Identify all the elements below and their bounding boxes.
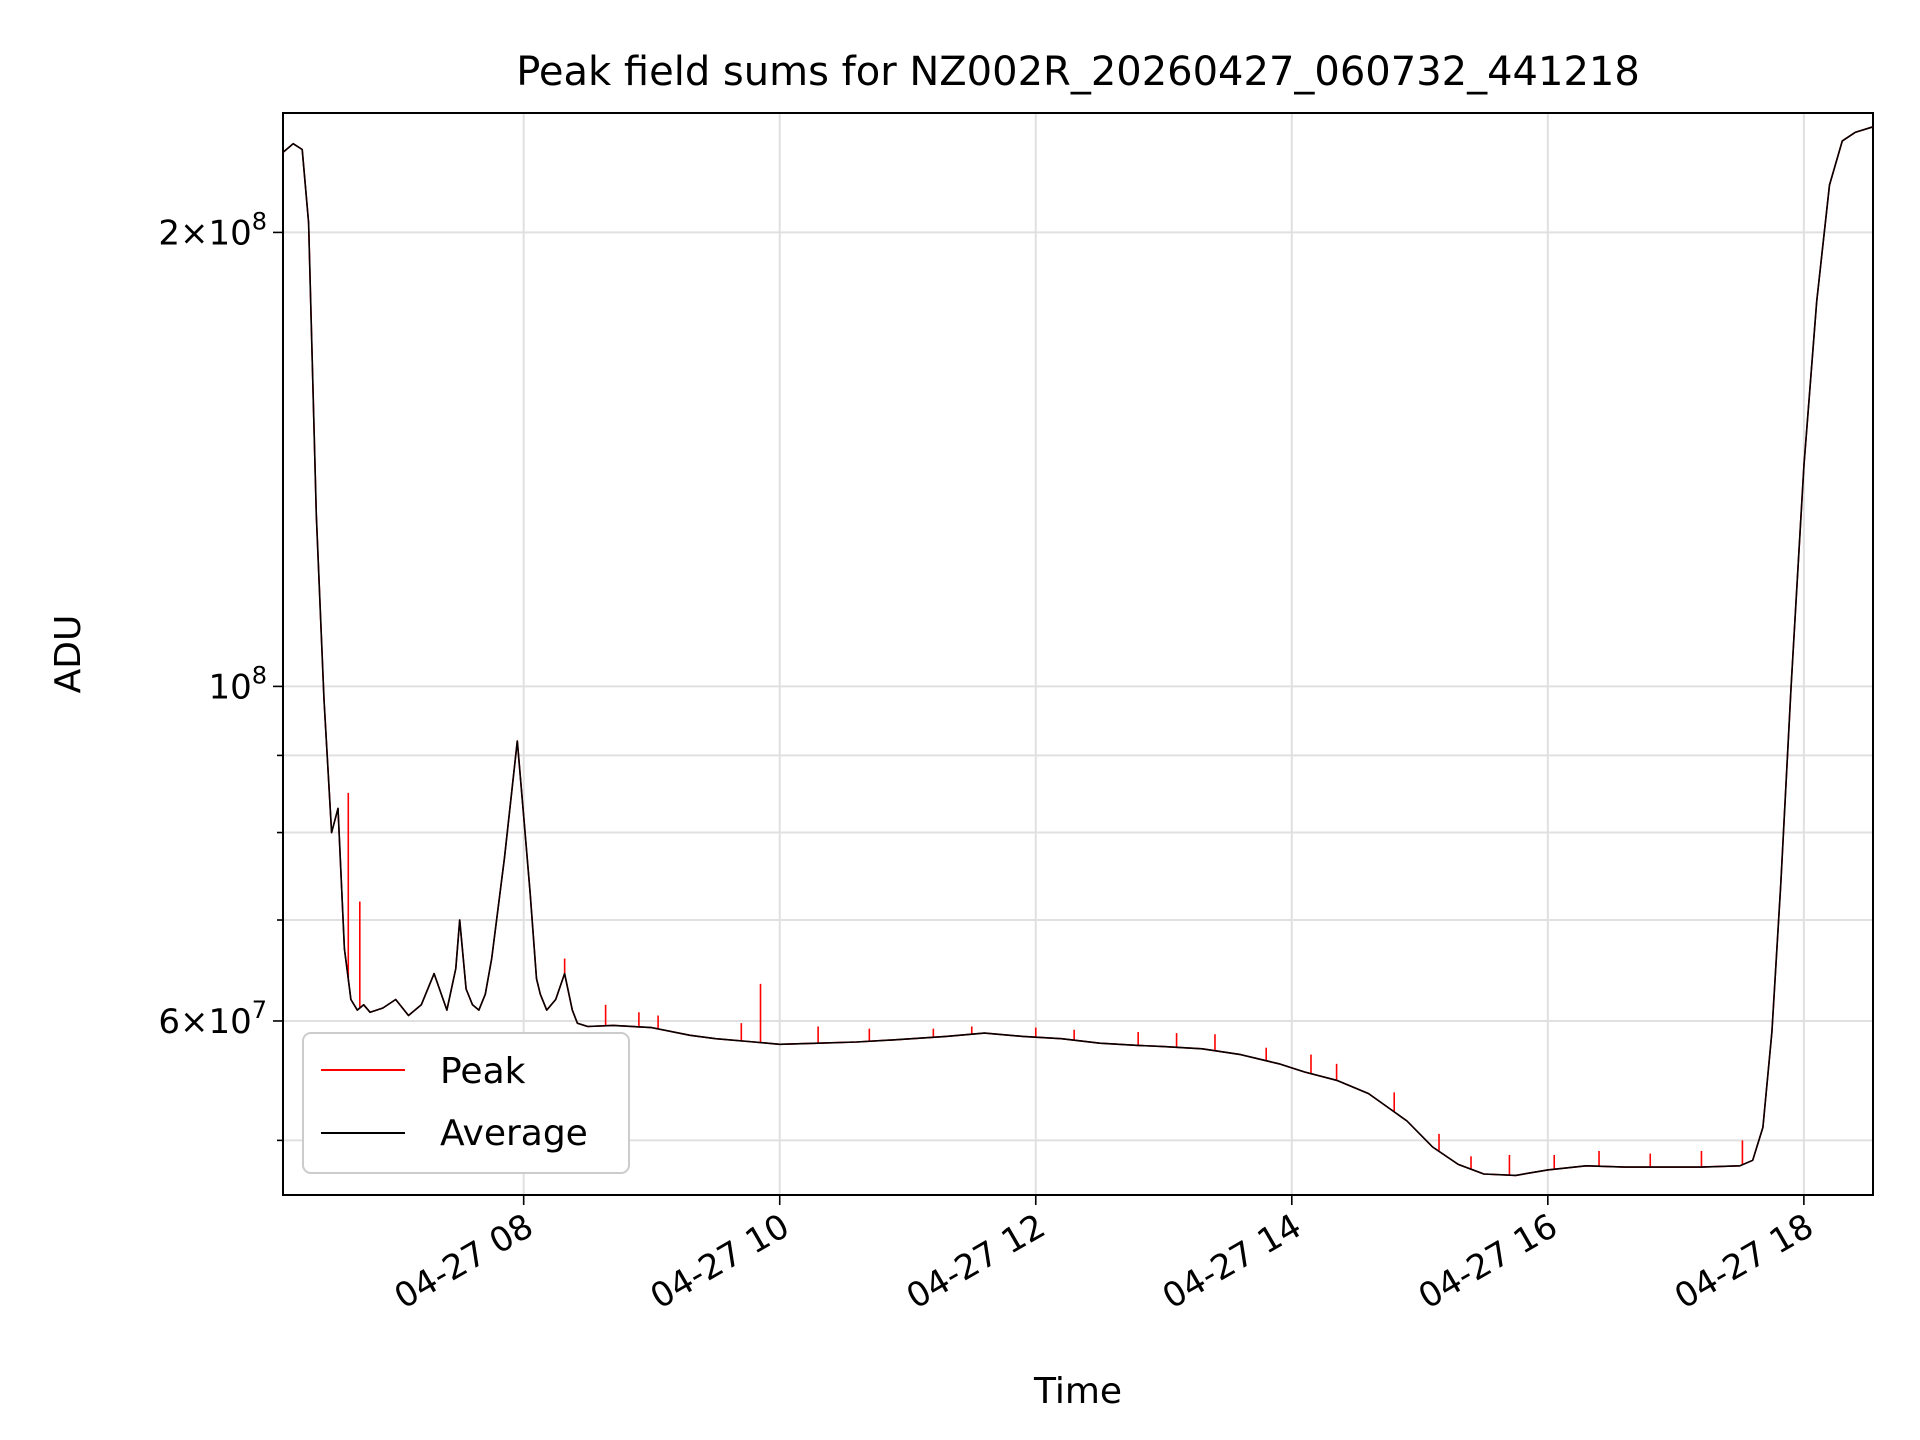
series-line-peak xyxy=(282,126,1874,1177)
x-tick-label: 04-27 08 xyxy=(388,1206,540,1317)
y-tick-label: 6×107 xyxy=(158,996,267,1042)
y-tick-label: 2×108 xyxy=(158,207,267,253)
legend-frame xyxy=(302,1032,630,1174)
y-tick-label: 108 xyxy=(208,661,267,707)
legend-average-label: Average xyxy=(440,1113,588,1154)
plot-frame xyxy=(282,112,1874,1196)
x-tick-label: 04-27 10 xyxy=(644,1206,796,1317)
series-line-average xyxy=(282,126,1874,1177)
x-tick-label: 04-27 16 xyxy=(1412,1206,1564,1317)
legend-peak-label: Peak xyxy=(440,1051,526,1092)
series-layer xyxy=(282,126,1874,1177)
legend: Peak Average xyxy=(302,1032,630,1174)
chart-title: Peak field sums for NZ002R_20260427_0607… xyxy=(516,49,1640,95)
grid-layer xyxy=(283,113,1873,1195)
y-axis-label: ADU xyxy=(48,615,89,694)
x-tick-label: 04-27 18 xyxy=(1668,1206,1820,1317)
x-axis-label: Time xyxy=(1033,1371,1122,1412)
x-tick-label: 04-27 14 xyxy=(1156,1206,1308,1317)
x-tick-label: 04-27 12 xyxy=(900,1206,1052,1317)
